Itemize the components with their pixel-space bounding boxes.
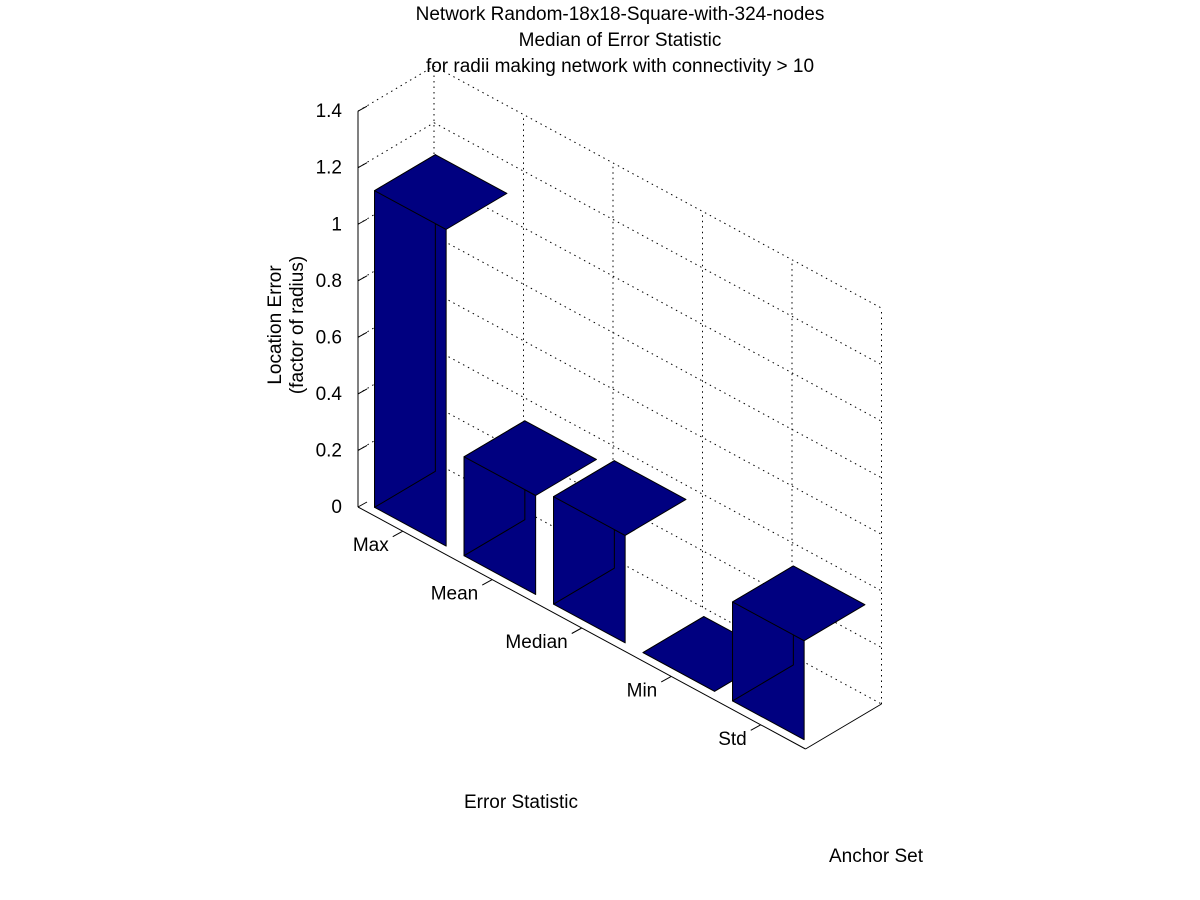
x-tick-mark	[661, 675, 672, 683]
z-tick-label: 0.6	[316, 327, 342, 348]
chart-title-line-3: for radii making network with connectivi…	[426, 56, 814, 77]
x-tick-labels: Max Mean Median Min Std	[353, 535, 747, 750]
grid-line-back-wall	[433, 235, 882, 479]
z-tick-label: 1.2	[316, 158, 342, 179]
z-axis-label-line-1: Location Error	[265, 265, 286, 385]
bars	[374, 154, 866, 741]
x-tick-mark	[750, 724, 761, 731]
bar-top-face	[374, 154, 508, 230]
chart-title-line-2: Median of Error Statistic	[519, 30, 722, 51]
y-axis-line	[805, 703, 882, 750]
z-tick-label: 0.4	[316, 384, 343, 405]
grid-line-back-wall	[433, 461, 882, 705]
z-tick-mark	[357, 388, 368, 395]
grid-line-left-wall	[357, 65, 435, 112]
z-tick-mark	[357, 331, 368, 338]
x-tick-mark	[571, 627, 582, 634]
z-tick-labels: 0 0.2 0.4 0.6 0.8 1 1.2 1.4	[316, 101, 343, 518]
chart-title-line-1: Network Random-18x18-Square-with-324-nod…	[416, 4, 825, 25]
x-tick-label: Mean	[431, 584, 479, 605]
z-axis-label: Location Error (factor of radius)	[265, 256, 308, 394]
bar-top-face	[553, 460, 687, 536]
x-tick-mark	[482, 579, 493, 586]
z-tick-mark	[357, 275, 368, 282]
bar-top-face	[732, 565, 866, 642]
x-tick-label: Max	[353, 535, 389, 556]
y-axis-label: Anchor Set	[829, 846, 924, 867]
z-tick-label: 0.8	[316, 271, 342, 292]
bar	[553, 460, 687, 644]
z-tick-mark	[357, 162, 368, 169]
x-axis-label: Error Statistic	[464, 792, 578, 813]
bar-top-face	[463, 420, 597, 496]
z-tick-mark	[357, 105, 368, 112]
grid-line-back-wall	[433, 178, 882, 422]
grid-line-back-wall	[433, 348, 882, 592]
bar	[732, 565, 866, 741]
z-tick-label: 1.4	[316, 101, 343, 122]
x-tick-label: Std	[718, 729, 747, 750]
z-tick-mark	[357, 218, 368, 225]
z-axis-label-line-2: (factor of radius)	[287, 256, 308, 394]
bar	[374, 154, 508, 547]
x-tick-label: Median	[505, 632, 567, 653]
z-tick-label: 0	[331, 497, 342, 518]
z-tick-label: 1	[331, 214, 342, 235]
z-tick-label: 0.2	[316, 440, 342, 461]
grid-line-back-wall	[433, 122, 882, 366]
grid-line-back-wall	[433, 65, 882, 309]
bar	[463, 420, 597, 595]
z-tick-mark	[357, 445, 368, 451]
x-tick-label: Min	[627, 680, 658, 701]
chart-title: Network Random-18x18-Square-with-324-nod…	[416, 4, 825, 77]
axes	[357, 105, 882, 750]
grid-line-back-wall	[433, 291, 882, 535]
z-tick-mark	[357, 501, 368, 508]
grid-line-left-wall	[357, 122, 435, 169]
x-tick-mark	[392, 530, 403, 538]
